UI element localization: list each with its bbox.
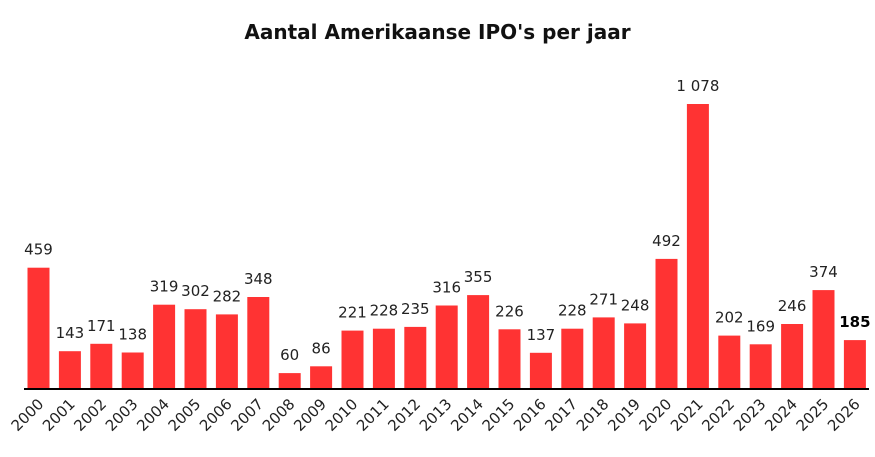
- bar-2004: [153, 304, 176, 389]
- x-tick-label-2015: 2015: [479, 395, 519, 435]
- bar-2001: [58, 351, 81, 389]
- bars-group: [27, 104, 866, 389]
- value-label-2016: 137: [527, 326, 556, 344]
- bar-2007: [247, 297, 270, 389]
- value-label-2018: 271: [589, 290, 618, 308]
- bar-2021: [686, 104, 709, 389]
- value-label-2025: 374: [809, 263, 838, 281]
- x-tick-label-2009: 2009: [290, 395, 330, 435]
- bar-2002: [90, 343, 113, 389]
- x-tick-label-2013: 2013: [416, 395, 456, 435]
- chart-title: Aantal Amerikaanse IPO's per jaar: [244, 20, 631, 44]
- value-label-2002: 171: [87, 317, 116, 335]
- x-tick-label-2020: 2020: [636, 395, 676, 435]
- bar-2013: [435, 305, 458, 389]
- x-tick-label-2002: 2002: [70, 395, 110, 435]
- x-tick-label-2003: 2003: [102, 395, 142, 435]
- x-tick-label-2004: 2004: [133, 395, 173, 435]
- bar-2006: [215, 314, 238, 389]
- bar-2024: [781, 324, 804, 389]
- x-tick-label-2001: 2001: [39, 395, 79, 435]
- x-tick-label-2014: 2014: [447, 395, 487, 435]
- value-label-2008: 60: [280, 346, 299, 364]
- x-tick-label-2025: 2025: [793, 395, 833, 435]
- bar-2010: [341, 330, 364, 389]
- x-tick-label-2018: 2018: [573, 395, 613, 435]
- value-label-2021: 1 078: [676, 77, 719, 95]
- value-label-2022: 202: [715, 309, 744, 327]
- bar-2016: [529, 352, 552, 389]
- x-tick-label-2011: 2011: [353, 395, 393, 435]
- x-tick-label-2026: 2026: [824, 395, 864, 435]
- bar-2003: [121, 352, 144, 389]
- x-tick-label-2021: 2021: [667, 395, 707, 435]
- value-label-2020: 492: [652, 232, 681, 250]
- value-label-2019: 248: [621, 296, 650, 314]
- value-label-2005: 302: [181, 282, 210, 300]
- bar-2017: [561, 328, 584, 389]
- x-tick-label-2008: 2008: [259, 395, 299, 435]
- bar-2015: [498, 329, 521, 389]
- value-label-2024: 246: [778, 297, 807, 315]
- x-tick-label-2016: 2016: [510, 395, 550, 435]
- value-label-2017: 228: [558, 302, 587, 320]
- bar-2014: [467, 295, 490, 389]
- bar-2018: [592, 317, 615, 389]
- bar-2025: [812, 290, 835, 389]
- bar-2020: [655, 258, 678, 389]
- value-label-2026: 185: [839, 313, 870, 331]
- x-tick-label-2010: 2010: [322, 395, 362, 435]
- value-label-2014: 355: [464, 268, 493, 286]
- value-label-2004: 319: [150, 278, 179, 296]
- x-tick-label-2024: 2024: [761, 395, 801, 435]
- bar-2009: [310, 366, 333, 389]
- value-label-2003: 138: [118, 326, 147, 344]
- x-tick-label-2005: 2005: [165, 395, 205, 435]
- value-label-2001: 143: [56, 324, 85, 342]
- bar-2019: [624, 323, 647, 389]
- value-label-2013: 316: [432, 279, 461, 297]
- bar-2026: [843, 340, 866, 389]
- x-tick-label-2007: 2007: [227, 395, 267, 435]
- x-tick-label-2022: 2022: [698, 395, 738, 435]
- x-tick-label-2012: 2012: [384, 395, 424, 435]
- value-label-2006: 282: [213, 287, 242, 305]
- bar-2023: [749, 344, 772, 389]
- x-tick-label-2023: 2023: [730, 395, 770, 435]
- bar-2008: [278, 373, 301, 389]
- value-label-2000: 459: [24, 241, 53, 259]
- value-label-2015: 226: [495, 302, 524, 320]
- x-tick-label-2017: 2017: [541, 395, 581, 435]
- bar-2012: [404, 326, 427, 389]
- value-label-2011: 228: [370, 302, 399, 320]
- x-tick-label-2000: 2000: [8, 395, 48, 435]
- value-label-2023: 169: [746, 317, 775, 335]
- value-label-2007: 348: [244, 270, 273, 288]
- bar-2000: [27, 267, 50, 389]
- bar-2005: [184, 309, 207, 389]
- bar-2022: [718, 335, 741, 389]
- value-label-2010: 221: [338, 304, 367, 322]
- bar-2011: [372, 328, 395, 389]
- x-tick-label-2019: 2019: [604, 395, 644, 435]
- x-tick-label-2006: 2006: [196, 395, 236, 435]
- value-label-2012: 235: [401, 300, 430, 318]
- x-tick-labels-group: 2000200120022003200420052006200720082009…: [8, 395, 864, 435]
- value-label-2009: 86: [312, 339, 331, 357]
